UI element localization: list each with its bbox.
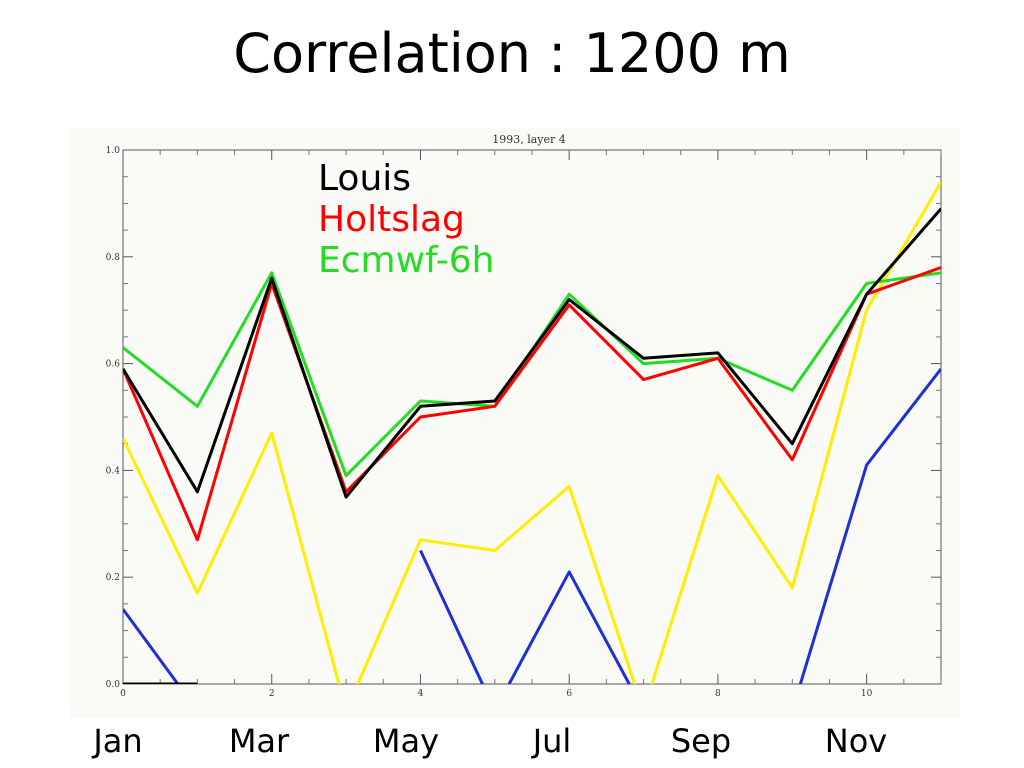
legend-ecmwf-6h: Ecmwf-6h (318, 240, 495, 281)
series-line-4-segment-2 (798, 367, 941, 684)
series-line-4-segment-0 (123, 608, 180, 684)
y-tick-label-3: 0.6 (106, 360, 121, 370)
chart-title: 1993, layer 4 (492, 133, 566, 146)
y-tick-label-2: 0.4 (106, 466, 121, 476)
axis-ticks: 0 2 4 6 8 10 0.0 0.2 0.4 0.6 0.8 1.0 (106, 146, 942, 699)
month-label-jul: Jul (532, 722, 572, 760)
y-tick-label-4: 0.8 (106, 253, 121, 263)
series-line-1 (123, 266, 941, 542)
month-labels: Jan Mar May Jul Sep Nov (0, 722, 1024, 768)
month-label-mar: Mar (228, 722, 290, 760)
x-tick-label-4: 8 (715, 689, 721, 699)
x-tick-label-0: 0 (120, 689, 126, 699)
x-tick-label-1: 2 (269, 689, 275, 699)
month-label-jan: Jan (93, 722, 143, 760)
y-tick-label-1: 0.2 (106, 573, 120, 583)
month-label-sep: Sep (670, 722, 732, 760)
x-tick-label-2: 4 (418, 689, 424, 699)
legend-louis: Louis (318, 158, 412, 199)
x-tick-label-5: 10 (861, 689, 873, 699)
series-group (123, 181, 941, 684)
x-tick-label-3: 6 (566, 689, 572, 699)
y-tick-label-0: 0.0 (106, 680, 121, 690)
y-tick-label-5: 1.0 (106, 146, 121, 156)
month-label-may: May (372, 722, 440, 760)
month-label-nov: Nov (824, 722, 888, 760)
chart-background (70, 128, 960, 718)
series-line-0 (123, 207, 941, 499)
slide-title: Correlation : 1200 m (233, 22, 791, 85)
series-line-4-segment-1 (419, 549, 631, 684)
series-line-3 (123, 181, 941, 684)
correlation-chart: 1993, layer 4 0 2 4 6 8 10 0.0 0.2 0.4 0.6 0.8 1.0 (70, 128, 960, 718)
legend-holtslag: Holtslag (318, 199, 465, 240)
legend: Louis Holtslag Ecmwf-6h (318, 158, 494, 281)
